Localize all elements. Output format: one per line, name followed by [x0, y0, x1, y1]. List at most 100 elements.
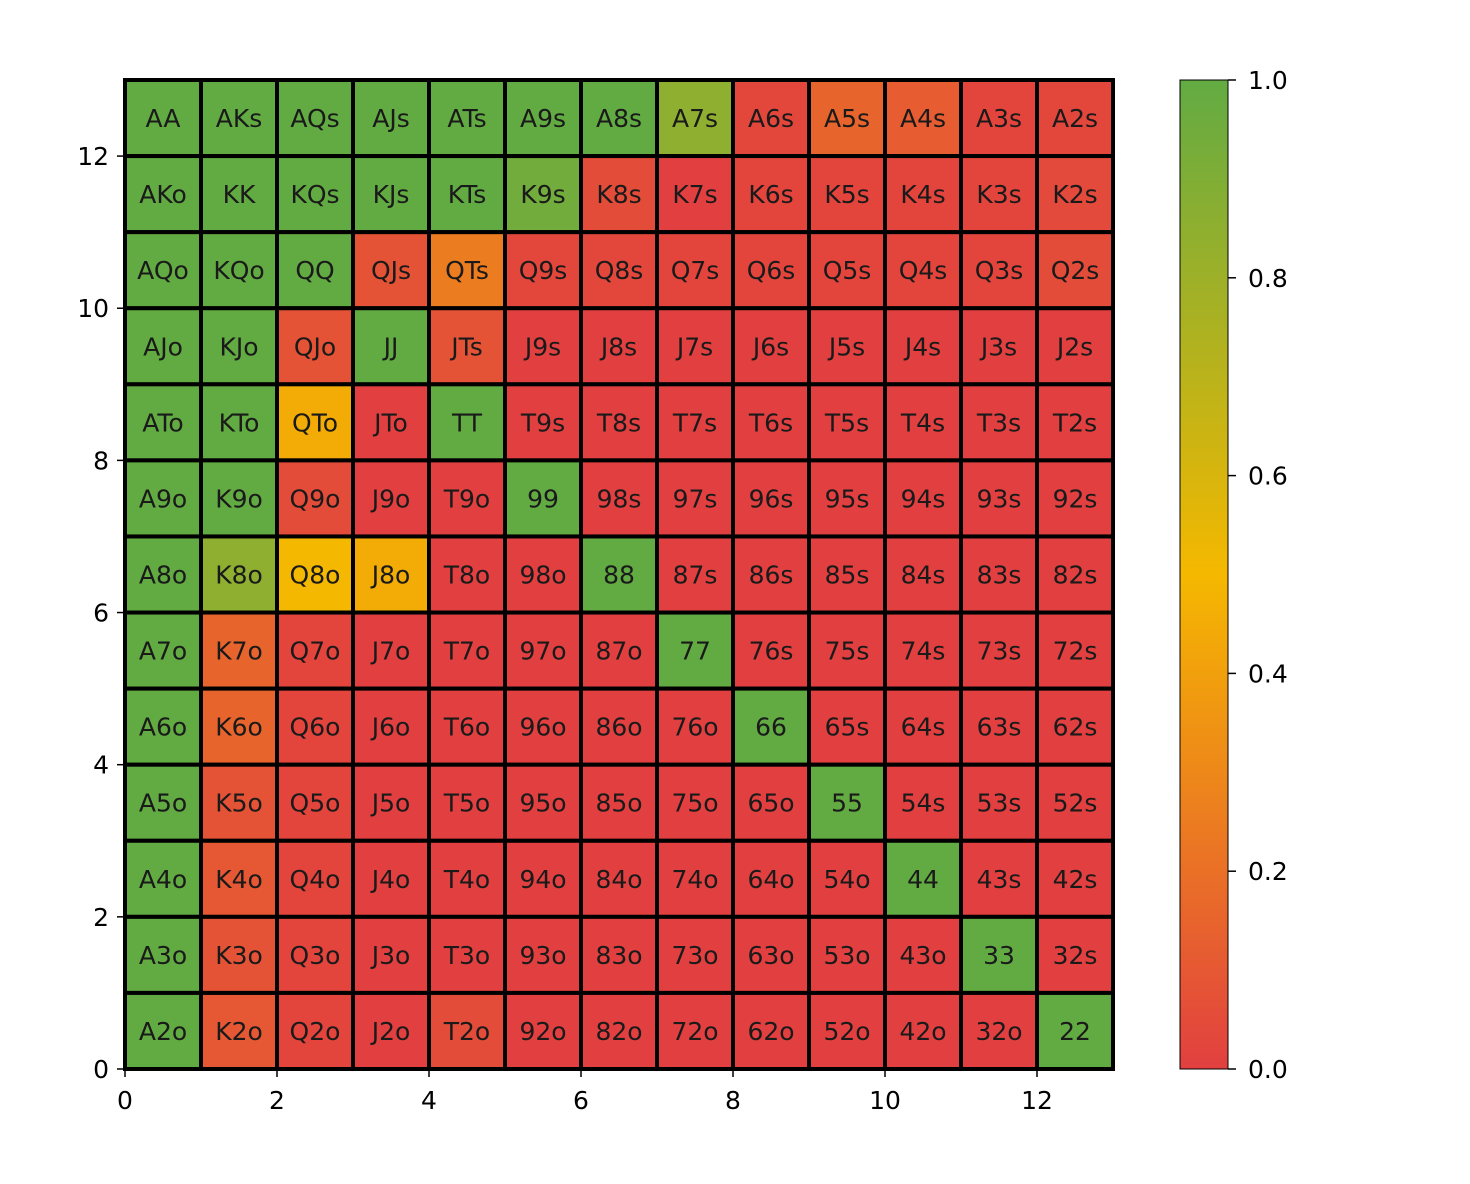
cell-label: 75o: [671, 789, 718, 818]
colorbar: 0.0 0.2 0.4 0.6 0.8 1.0: [1179, 66, 1288, 1084]
y-tick-label: 4: [93, 751, 109, 780]
cell-label: 94s: [901, 484, 946, 513]
heatmap-cell: [731, 306, 811, 387]
cell-label: 42o: [899, 1017, 946, 1046]
heatmap-cell: [427, 686, 507, 767]
cell-label: J2o: [370, 1017, 411, 1046]
colorbar-tick-label: 0.0: [1248, 1055, 1288, 1084]
cell-label: T6o: [443, 713, 490, 742]
cell-label: K6s: [748, 180, 793, 209]
cell-label: J4o: [370, 865, 411, 894]
cell-label: A9s: [520, 104, 566, 133]
heatmap-cell: [199, 534, 279, 615]
cell-label: 96o: [519, 713, 566, 742]
cell-label: 42s: [1053, 865, 1098, 894]
heatmap-cell: [275, 838, 355, 919]
cell-label: QTo: [292, 408, 338, 437]
cell-label: KTo: [219, 408, 260, 437]
heatmap-cell: [1035, 534, 1115, 615]
cell-label: 87s: [673, 561, 718, 590]
cell-label: A6o: [139, 713, 187, 742]
cell-label: A4s: [900, 104, 946, 133]
heatmap-cell: [123, 78, 203, 159]
heatmap-cell: [807, 610, 887, 691]
cell-label: A9o: [139, 484, 187, 513]
cell-label: 52o: [823, 1017, 870, 1046]
cell-label: 76s: [749, 637, 794, 666]
cell-label: 54s: [901, 789, 946, 818]
cell-label: A2o: [139, 1017, 187, 1046]
cell-label: J9o: [370, 484, 411, 513]
heatmap-cell: [427, 610, 507, 691]
y-axis: 0 2 4 6 8 10 12: [77, 80, 126, 1084]
y-tick-label: 0: [93, 1055, 109, 1084]
cell-label: Q7s: [671, 256, 720, 285]
heatmap-cell: [655, 610, 735, 691]
cell-label: K3s: [976, 180, 1021, 209]
cell-label: 54o: [823, 865, 870, 894]
y-tick-label: 12: [77, 142, 109, 171]
heatmap-cell: [351, 686, 431, 767]
heatmap-cell: [655, 78, 735, 159]
cell-label: 52s: [1053, 789, 1098, 818]
cell-label: 95o: [519, 789, 566, 818]
heatmap-cell: [731, 762, 811, 843]
x-tick-label: 8: [725, 1086, 741, 1115]
cell-label: 93s: [977, 484, 1022, 513]
cell-label: K4s: [900, 180, 945, 209]
cell-label: J3s: [979, 332, 1017, 361]
cell-label: 85o: [595, 789, 642, 818]
cell-label: K5o: [215, 789, 263, 818]
cell-label: 32o: [975, 1017, 1022, 1046]
heatmap-cell: [807, 914, 887, 995]
cell-label: A3o: [139, 941, 187, 970]
cell-label: Q9s: [519, 256, 568, 285]
heatmap-cell: [275, 990, 355, 1072]
cell-label: T7s: [672, 408, 717, 437]
y-tick-label: 6: [93, 599, 109, 628]
y-tick-label: 8: [93, 446, 109, 475]
cell-label: 32s: [1053, 941, 1098, 970]
cell-label: J3o: [370, 941, 411, 970]
heatmap-cell: [351, 306, 431, 387]
cell-label: T9o: [443, 484, 490, 513]
cell-label: A5o: [139, 789, 187, 818]
cell-label: J8s: [599, 332, 637, 361]
cell-label: 95s: [825, 484, 870, 513]
cell-label: AQo: [137, 256, 189, 285]
heatmap-cell: [579, 610, 659, 691]
heatmap-cell: [351, 154, 431, 235]
heatmap-cell: [655, 458, 735, 539]
cell-label: 92s: [1053, 484, 1098, 513]
cell-label: 96s: [749, 484, 794, 513]
cell-label: 85s: [825, 561, 870, 590]
heatmap-cell: [275, 382, 355, 463]
heatmap-cell: [579, 838, 659, 919]
cell-label: 72s: [1053, 637, 1098, 666]
cell-label: Q2o: [290, 1017, 341, 1046]
heatmap-cell: [351, 990, 431, 1072]
cell-label: K8s: [596, 180, 641, 209]
cell-label: K2o: [215, 1017, 263, 1046]
heatmap-cell: [199, 306, 279, 387]
x-tick-label: 10: [869, 1086, 901, 1115]
cell-label: ATo: [142, 408, 183, 437]
heatmap-cell: [199, 610, 279, 691]
cell-label: QQ: [295, 256, 334, 285]
cell-label: J7s: [675, 332, 713, 361]
cell-label: 83o: [595, 941, 642, 970]
cell-label: Q5s: [823, 256, 872, 285]
heatmap-cell: [959, 154, 1039, 235]
cell-label: T6s: [748, 408, 793, 437]
cell-label: T4o: [443, 865, 490, 894]
cell-label: 63s: [977, 713, 1022, 742]
cell-label: Q8s: [595, 256, 644, 285]
heatmap-cell: [655, 154, 735, 235]
colorbar-tick-label: 0.2: [1248, 857, 1288, 886]
cell-label: A3s: [976, 104, 1022, 133]
cell-label: AQs: [290, 104, 339, 133]
y-tick-label: 2: [93, 903, 109, 932]
cell-label: J8o: [370, 561, 411, 590]
cell-label: 83s: [977, 561, 1022, 590]
cell-label: TT: [451, 408, 483, 437]
